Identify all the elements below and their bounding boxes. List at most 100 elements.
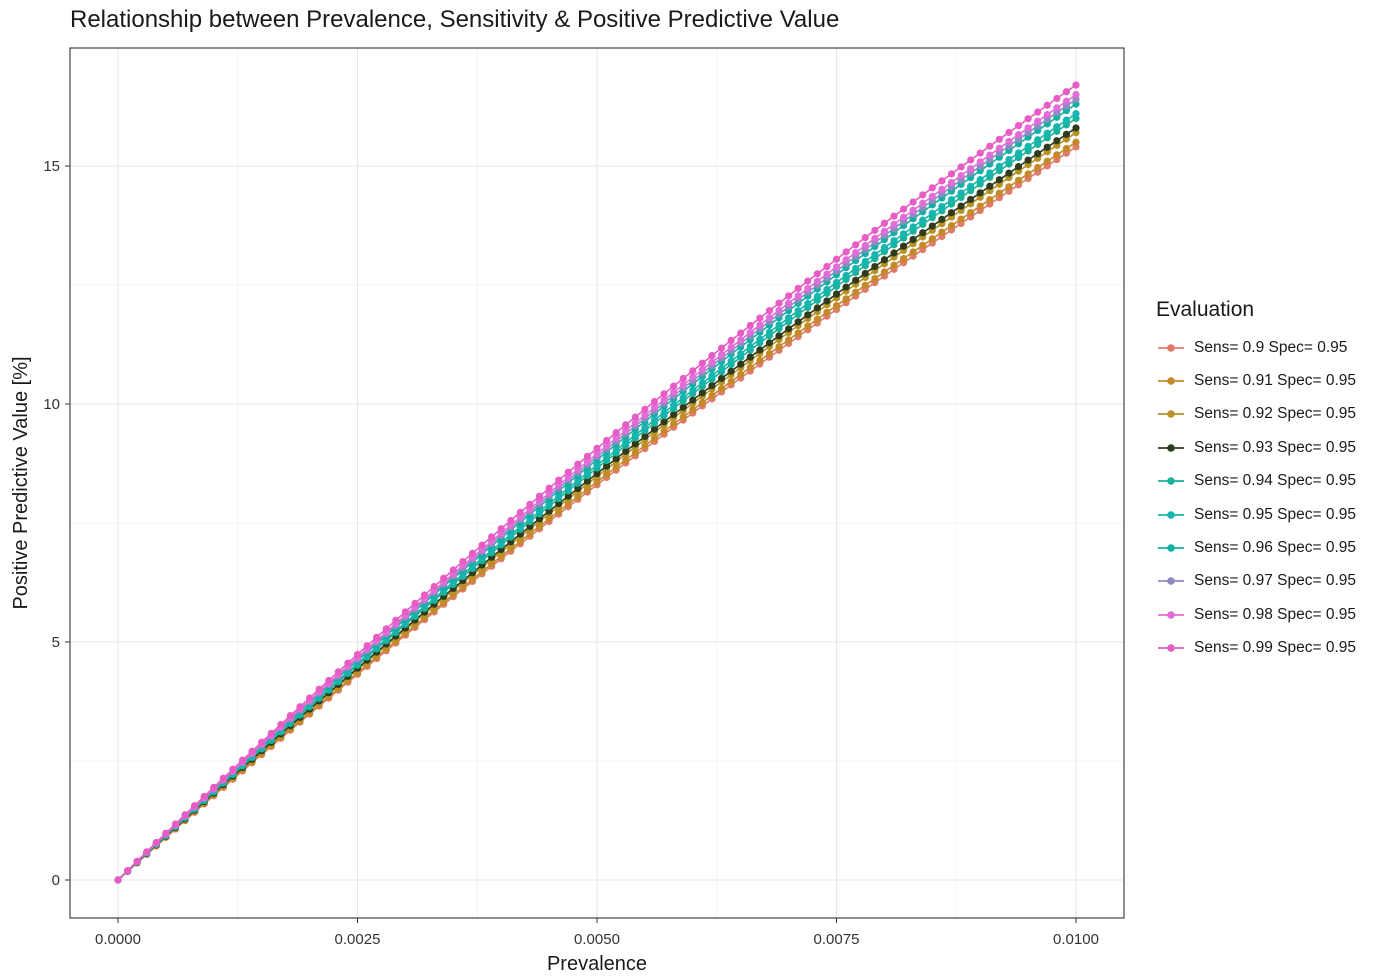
data-point: [832, 290, 841, 298]
data-point: [899, 230, 908, 238]
legend-item: Sens= 0.91 Spec= 0.95: [1156, 364, 1356, 397]
data-point: [334, 668, 342, 676]
data-point: [420, 591, 429, 599]
data-point: [622, 421, 630, 429]
data-point: [1034, 163, 1042, 172]
data-point: [315, 685, 323, 693]
data-point: [641, 432, 649, 441]
legend-label: Sens= 0.93 Spec= 0.95: [1194, 438, 1357, 456]
data-point: [1072, 124, 1080, 132]
data-point: [890, 237, 898, 245]
data-point: [813, 277, 821, 285]
data-point: [689, 396, 697, 404]
data-point: [775, 299, 783, 307]
data-point: [670, 401, 678, 409]
data-point: [880, 227, 889, 235]
data-point: [1014, 163, 1023, 171]
legend-title: Evaluation: [1156, 298, 1255, 321]
data-point: [698, 379, 706, 387]
data-point: [535, 492, 544, 500]
data-point: [756, 314, 764, 322]
data-point: [650, 403, 659, 412]
data-point: [785, 314, 793, 322]
data-point: [564, 492, 572, 500]
data-point: [258, 738, 266, 746]
data-point: [842, 271, 850, 280]
x-tick-label: 0.0000: [95, 931, 141, 948]
data-point: [670, 388, 678, 396]
data-point: [401, 608, 409, 616]
data-point: [986, 142, 994, 150]
data-point: [708, 391, 716, 400]
data-point: [555, 492, 563, 500]
data-point: [1024, 156, 1032, 164]
data-point: [1043, 157, 1051, 165]
data-point: [717, 374, 726, 383]
data-point: [440, 574, 448, 582]
legend-label: Sens= 0.98 Spec= 0.95: [1194, 605, 1357, 623]
data-point: [411, 599, 419, 607]
data-point: [488, 533, 496, 541]
data-point: [947, 222, 956, 230]
data-point: [737, 336, 745, 344]
data-point: [1024, 142, 1032, 150]
data-point: [938, 228, 946, 236]
data-point: [909, 206, 917, 214]
data-point: [353, 650, 362, 659]
data-point: [679, 394, 687, 402]
data-point: [219, 774, 227, 782]
data-point: [746, 363, 754, 372]
data-point: [641, 441, 649, 450]
data-point: [641, 423, 649, 432]
data-point: [641, 411, 649, 419]
data-point: [535, 497, 544, 505]
y-tick-label: 10: [43, 396, 60, 413]
data-point: [1072, 91, 1080, 99]
data-point: [919, 241, 927, 249]
data-point: [564, 468, 572, 476]
data-point: [746, 321, 754, 330]
data-point: [593, 478, 601, 486]
legend-key-icon: [1158, 577, 1184, 586]
data-point: [746, 342, 754, 351]
data-point: [823, 297, 831, 305]
x-tick-label: 0.0075: [814, 931, 860, 948]
data-point: [660, 396, 668, 404]
data-point: [631, 431, 639, 439]
data-point: [622, 427, 630, 435]
legend-items: Sens= 0.9 Spec= 0.95 Sens= 0.91 Spec= 0.9…: [1156, 331, 1356, 665]
data-point: [1062, 97, 1071, 105]
data-point: [1053, 104, 1061, 112]
data-point: [1053, 123, 1061, 131]
data-point: [842, 283, 850, 291]
data-point: [286, 711, 295, 720]
data-point: [191, 801, 199, 810]
data-point: [909, 223, 917, 231]
data-point: [459, 557, 467, 566]
data-point: [832, 278, 841, 287]
data-point: [1043, 143, 1051, 151]
data-point: [727, 357, 735, 365]
data-point: [899, 213, 908, 221]
data-point: [1053, 137, 1061, 145]
data-point: [593, 450, 601, 458]
data-point: [631, 440, 639, 448]
data-point: [660, 408, 668, 417]
data-point: [861, 257, 869, 266]
data-point: [986, 151, 994, 159]
data-point: [1014, 176, 1023, 184]
data-point: [832, 301, 841, 310]
legend-label: Sens= 0.9 Spec= 0.95: [1194, 338, 1348, 356]
data-point: [899, 242, 908, 250]
data-point: [1034, 136, 1042, 144]
x-tick-label: 0.0025: [335, 931, 381, 948]
data-point: [967, 156, 975, 164]
data-point: [804, 277, 812, 285]
data-point: [679, 374, 687, 383]
data-point: [880, 256, 889, 264]
legend-label: Sens= 0.96 Spec= 0.95: [1194, 539, 1357, 557]
data-point: [698, 359, 706, 367]
data-point: [947, 209, 956, 217]
data-point: [698, 366, 706, 374]
data-point: [612, 446, 620, 454]
